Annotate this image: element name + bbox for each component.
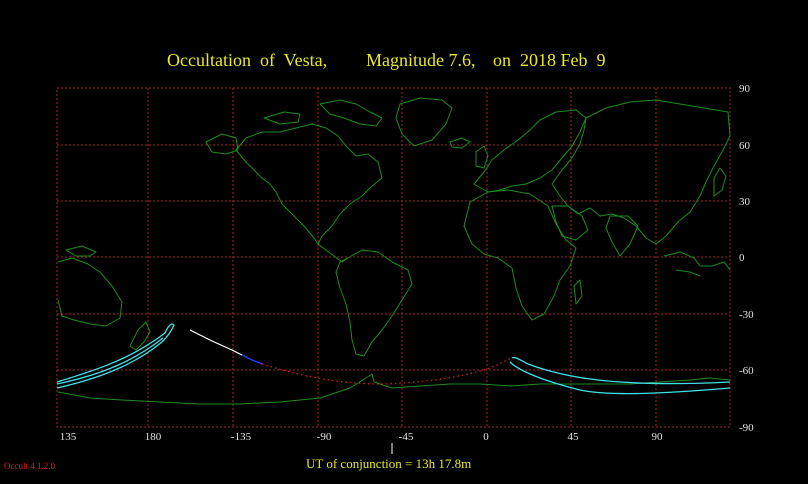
latitude-tick-label: 30 <box>739 196 751 208</box>
latitude-tick-label: -30 <box>739 309 754 321</box>
latitude-tick-labels: 90 60 30 0 -30 -60 -90 <box>739 83 754 434</box>
coast-antarctica <box>57 373 731 405</box>
coast-africa <box>463 189 577 321</box>
longitude-tick-label: 45 <box>568 431 580 443</box>
coast-madagascar <box>573 279 583 305</box>
longitude-tick-label: 0 <box>483 431 489 443</box>
latitude-tick-label: 60 <box>739 140 751 152</box>
longitude-tick-label: 90 <box>652 431 664 443</box>
coastlines <box>57 97 731 405</box>
central-line <box>189 329 513 385</box>
longitude-tick-label: 135 <box>60 431 77 443</box>
coast-australia <box>57 257 123 327</box>
title-object: Occultation of Vesta, <box>167 50 328 70</box>
coast-alaska <box>205 133 239 155</box>
path-limit-east-south <box>509 361 731 395</box>
software-version: Occult 4.1.2.0 <box>4 461 55 471</box>
coast-arctic-islands <box>263 99 383 127</box>
central-line-daylight <box>189 329 243 356</box>
coast-india <box>605 215 639 257</box>
central-line-night <box>261 357 513 385</box>
chart-title: Occultation of Vesta, Magnitude 7.6, on … <box>0 50 808 74</box>
longitude-tick-label: -90 <box>317 431 332 443</box>
coast-arabia <box>551 205 589 241</box>
graticule <box>57 88 730 427</box>
coast-asia <box>551 99 731 245</box>
longitude-tick-label: 180 <box>145 431 162 443</box>
conjunction-time: UT of conjunction = 13h 17.8m <box>306 456 472 471</box>
coast-greenland <box>395 97 453 147</box>
coast-north-america <box>235 123 383 245</box>
title-date: on 2018 Feb 9 <box>493 50 606 70</box>
title-magnitude: Magnitude 7.6, <box>366 50 476 70</box>
central-line-twilight <box>241 354 263 365</box>
longitude-tick-labels: 135 180 -135 -90 -45 0 45 90 <box>60 431 663 443</box>
coast-iceland <box>449 137 471 149</box>
latitude-tick-label: -60 <box>739 365 754 377</box>
map-frame <box>56 87 731 428</box>
path-limit-east-north <box>511 356 731 385</box>
coast-japan <box>713 167 727 197</box>
latitude-tick-label: 0 <box>739 252 745 264</box>
coast-central-america <box>317 243 349 263</box>
coast-britain <box>475 145 489 169</box>
path-limit-west-south <box>56 337 164 385</box>
coast-europe <box>473 109 587 193</box>
coast-new-guinea <box>65 245 97 257</box>
coast-south-america <box>335 249 413 357</box>
latitude-tick-label: -90 <box>739 422 754 434</box>
longitude-tick-label: -45 <box>399 431 414 443</box>
coast-new-zealand <box>129 321 151 351</box>
coast-indonesia <box>663 251 731 277</box>
latitude-tick-label: 90 <box>739 83 751 95</box>
path-limit-west-north <box>56 323 175 389</box>
longitude-tick-label: -135 <box>231 431 252 443</box>
shadow-path-limits <box>56 323 731 395</box>
